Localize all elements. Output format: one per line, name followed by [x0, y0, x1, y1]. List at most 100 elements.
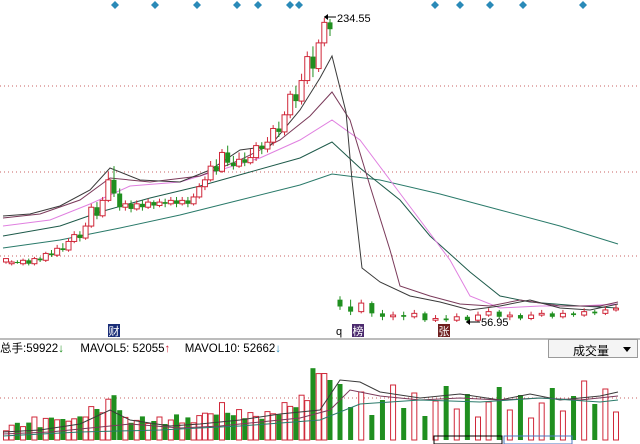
- event-diamond-icon[interactable]: [193, 1, 201, 9]
- volume-bar: [8, 424, 15, 441]
- candle: [99, 196, 106, 218]
- candle: [602, 306, 609, 316]
- low-price-label: 56.95: [481, 317, 509, 329]
- candle: [304, 51, 311, 84]
- event-diamond-icon[interactable]: [295, 1, 303, 9]
- candle: [315, 39, 322, 73]
- volume-bar: [379, 400, 385, 440]
- candle: [517, 313, 523, 321]
- candle: [37, 256, 43, 263]
- candle: [139, 200, 145, 211]
- chevron-down-icon[interactable]: [623, 347, 631, 352]
- event-diamond-icon[interactable]: [254, 1, 262, 9]
- event-diamond-icon[interactable]: [286, 1, 294, 9]
- event-diamond-icon[interactable]: [456, 1, 464, 9]
- event-marker-label: 张: [439, 325, 450, 338]
- candle: [167, 196, 174, 206]
- volume-bar: [94, 409, 100, 440]
- volume-header: 总手:59922↓ MAVOL5: 52055↑ MAVOL10: 52662↓: [0, 341, 546, 357]
- candle: [236, 152, 243, 168]
- volume-bar: [270, 413, 277, 441]
- candle: [42, 251, 49, 263]
- candlestick-series: [3, 18, 619, 322]
- volume-bar: [453, 408, 460, 441]
- volume-bar: [422, 416, 428, 440]
- ma10-line: [2, 91, 619, 307]
- candle: [485, 308, 492, 317]
- candle: [8, 260, 15, 266]
- volume-bar: [613, 411, 619, 441]
- volume-bar: [88, 406, 95, 441]
- event-diamond-icon[interactable]: [233, 1, 241, 9]
- candle: [401, 311, 407, 321]
- indicator-select[interactable]: 成交量: [548, 339, 638, 358]
- event-marker[interactable]: 财: [108, 324, 120, 338]
- candle: [207, 161, 214, 182]
- candle: [475, 311, 481, 322]
- volume-bar: [111, 395, 117, 440]
- volume-bar: [348, 407, 354, 440]
- event-diamond-icon[interactable]: [579, 1, 587, 9]
- event-diamond-icon[interactable]: [519, 1, 527, 9]
- candle: [432, 315, 439, 322]
- event-diamond-icon[interactable]: [111, 1, 119, 9]
- candle: [348, 299, 354, 316]
- event-marker[interactable]: q: [336, 326, 342, 338]
- candle: [20, 258, 27, 266]
- volume-bars: [3, 368, 619, 441]
- volume-bar: [276, 414, 282, 440]
- high-price-label: 234.55: [337, 13, 371, 25]
- event-diamond-row: [111, 1, 587, 9]
- volume-bar: [390, 384, 397, 441]
- volume-ma-lines: [2, 379, 619, 437]
- volume-bar: [358, 391, 365, 441]
- candle: [133, 200, 140, 211]
- volume-bar: [253, 415, 260, 441]
- candle: [14, 260, 20, 264]
- volume-bar: [242, 418, 248, 440]
- volume-bar: [162, 424, 168, 440]
- event-marker[interactable]: 张: [438, 324, 450, 338]
- volume-bar: [528, 417, 535, 441]
- volume-bar: [401, 408, 407, 440]
- total-volume-label: 总手:: [0, 343, 27, 355]
- candle: [270, 125, 277, 146]
- event-diamond-icon[interactable]: [486, 1, 494, 9]
- candle: [122, 200, 129, 211]
- volume-bar: [259, 418, 265, 440]
- volume-bar: [281, 402, 288, 441]
- candle: [88, 203, 95, 228]
- event-diamond-icon[interactable]: [151, 1, 159, 9]
- event-marker[interactable]: 榜: [352, 324, 364, 338]
- candle: [31, 256, 38, 266]
- candle: [190, 193, 197, 206]
- event-marker-label: q: [336, 326, 342, 338]
- volume-bar: [581, 380, 588, 441]
- candle: [151, 200, 157, 209]
- candle: [327, 18, 333, 37]
- event-marker-label: 榜: [353, 324, 364, 338]
- mavol20-line: [2, 397, 619, 437]
- volume-bar: [139, 416, 145, 440]
- candle: [337, 296, 343, 310]
- candle: [571, 311, 577, 317]
- volume-bar: [592, 404, 598, 440]
- candle: [82, 222, 89, 240]
- candle: [496, 309, 502, 319]
- candle: [94, 202, 100, 220]
- event-diamond-icon[interactable]: [431, 1, 439, 9]
- candle: [298, 73, 305, 105]
- candle: [390, 311, 397, 321]
- volume-bar: [230, 415, 236, 440]
- mavol10-arrow-icon: ↓: [275, 343, 282, 355]
- candle: [77, 231, 83, 242]
- candle: [613, 304, 619, 312]
- candle: [230, 155, 236, 170]
- candle: [117, 188, 123, 211]
- candle: [65, 238, 72, 252]
- candle: [242, 152, 248, 167]
- volume-bar: [77, 416, 83, 440]
